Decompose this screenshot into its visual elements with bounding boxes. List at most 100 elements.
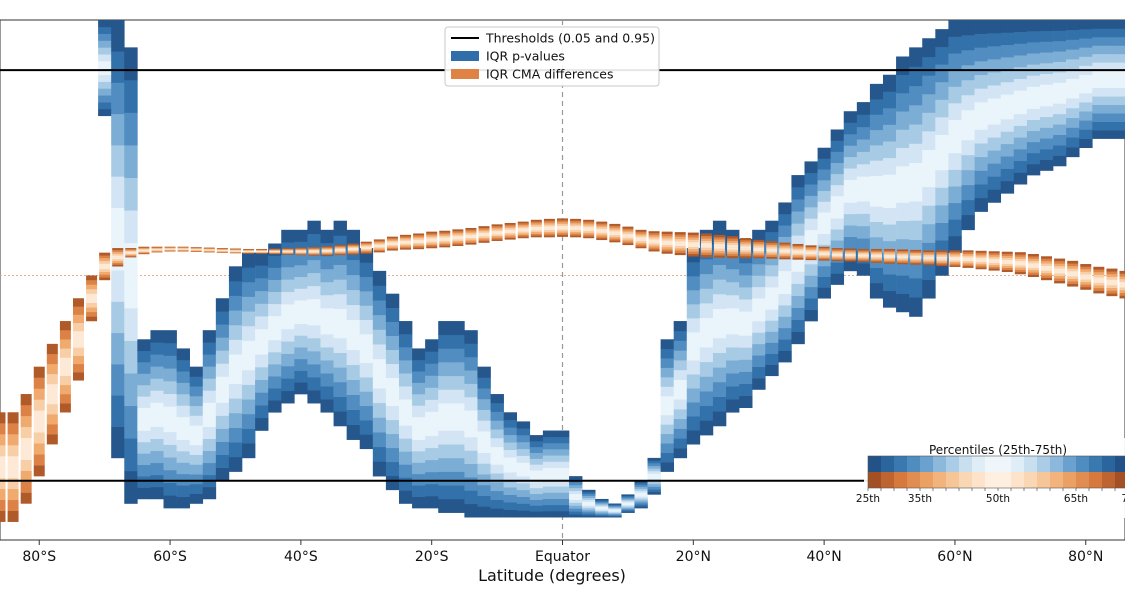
pvalue-iqr-cell [621, 510, 635, 512]
cma-diff-iqr-cell [753, 250, 765, 253]
pvalue-iqr-cell [712, 381, 727, 397]
pvalue-iqr-cell [477, 506, 491, 518]
pvalue-iqr-cell [1026, 152, 1041, 165]
pvalue-iqr-cell [869, 282, 884, 299]
cma-diff-iqr-cell [962, 262, 974, 265]
pvalue-iqr-cell [896, 147, 910, 167]
cma-diff-iqr-cell [975, 256, 987, 259]
pvalue-iqr-cell [726, 321, 740, 335]
cma-diff-iqr-cell [177, 250, 189, 252]
cma-diff-iqr-cell [504, 234, 516, 237]
cma-diff-iqr-cell [334, 245, 346, 248]
pvalue-iqr-cell [882, 174, 897, 192]
cma-diff-iqr-cell [661, 236, 673, 239]
cma-diff-iqr-cell [295, 249, 307, 251]
pvalue-iqr-cell [490, 455, 504, 465]
pvalue-iqr-cell [1118, 70, 1125, 80]
cma-diff-iqr-cell [1001, 261, 1013, 264]
cma-diff-iqr-cell [400, 245, 412, 247]
cma-diff-iqr-cell [923, 262, 935, 264]
cma-diff-iqr-cell [33, 454, 45, 466]
pvalue-iqr-cell [215, 415, 230, 429]
pvalue-iqr-cell [412, 394, 426, 406]
pvalue-iqr-cell [804, 275, 818, 288]
pvalue-iqr-cell [896, 129, 910, 149]
pvalue-iqr-cell [516, 482, 531, 491]
pvalue-iqr-cell [163, 355, 177, 369]
pvalue-iqr-cell [346, 304, 361, 321]
pvalue-iqr-cell [516, 455, 531, 463]
cma-diff-iqr-cell [949, 258, 961, 261]
cma-diff-iqr-cell [452, 242, 464, 245]
pvalue-iqr-cell [1066, 107, 1080, 119]
cma-diff-iqr-cell [86, 298, 98, 304]
cma-diff-iqr-cell [386, 246, 398, 248]
pvalue-iqr-cell [346, 349, 361, 366]
pvalue-iqr-cell [948, 219, 962, 237]
cma-diff-iqr-cell [177, 249, 189, 251]
cma-diff-iqr-cell [1106, 271, 1118, 275]
pvalue-iqr-cell [869, 267, 884, 284]
pvalue-iqr-cell [412, 451, 426, 463]
cma-diff-iqr-cell [138, 253, 150, 255]
cma-diff-iqr-cell [20, 470, 32, 482]
pvalue-iqr-cell [516, 435, 531, 443]
cma-diff-iqr-cell [59, 403, 71, 413]
pvalue-iqr-cell [1105, 62, 1119, 72]
pvalue-iqr-cell [896, 56, 910, 76]
pvalue-iqr-cell [242, 369, 256, 385]
cma-diff-iqr-cell [295, 250, 307, 252]
pvalue-iqr-cell [555, 461, 570, 468]
pvalue-iqr-cell [595, 501, 609, 504]
pvalue-iqr-cell [137, 339, 151, 352]
pvalue-iqr-cell [1079, 138, 1093, 149]
pvalue-iqr-cell [320, 360, 334, 374]
pvalue-iqr-cell [647, 491, 661, 495]
pvalue-iqr-cell [333, 352, 347, 368]
pvalue-iqr-cell [438, 389, 452, 404]
pvalue-iqr-cell [490, 473, 504, 483]
cma-diff-iqr-cell [1119, 281, 1125, 285]
cma-diff-iqr-cell [1014, 267, 1026, 270]
cma-diff-iqr-cell [975, 265, 987, 268]
pvalue-iqr-cell [948, 136, 962, 154]
pvalue-iqr-cell [124, 308, 138, 341]
cma-diff-iqr-cell [543, 229, 555, 232]
cma-diff-iqr-cell [1054, 280, 1066, 284]
cma-diff-iqr-cell [884, 260, 896, 263]
pvalue-iqr-cell [268, 255, 282, 268]
pvalue-iqr-cell [1066, 29, 1080, 40]
pvalue-iqr-cell [189, 366, 204, 377]
pvalue-iqr-cell [739, 311, 753, 324]
cma-diff-iqr-cell [86, 284, 98, 290]
cma-diff-iqr-cell [308, 248, 320, 250]
pvalue-iqr-cell [333, 337, 347, 353]
pvalue-iqr-cell [778, 305, 792, 317]
pvalue-iqr-cell [726, 360, 740, 374]
cma-diff-iqr-cell [923, 253, 935, 255]
pvalue-iqr-cell [372, 373, 387, 389]
cma-diff-iqr-cell [713, 234, 725, 238]
cma-diff-iqr-cell [72, 322, 84, 332]
pvalue-iqr-cell [425, 483, 439, 497]
pvalue-iqr-cell [804, 161, 818, 174]
cma-diff-iqr-cell [334, 246, 346, 249]
cma-diff-iqr-cell [86, 302, 98, 308]
pvalue-iqr-cell [1079, 38, 1093, 48]
cma-diff-iqr-cell [910, 257, 922, 259]
pvalue-iqr-cell [791, 295, 805, 308]
pvalue-iqr-cell [896, 220, 910, 240]
pvalue-iqr-cell [974, 102, 988, 117]
pvalue-iqr-cell [569, 484, 583, 489]
cma-diff-iqr-cell [1027, 267, 1039, 271]
pvalue-iqr-cell [569, 505, 583, 509]
pvalue-iqr-cell [856, 102, 871, 115]
pvalue-iqr-cell [869, 145, 884, 161]
pvalue-iqr-cell [503, 412, 518, 421]
cma-diff-iqr-cell [20, 492, 32, 504]
pvalue-iqr-cell [843, 236, 858, 249]
cma-diff-iqr-cell [713, 248, 725, 252]
pvalue-iqr-cell [1092, 113, 1106, 122]
pvalue-iqr-cell [595, 515, 609, 518]
pvalue-iqr-cell [150, 378, 164, 391]
